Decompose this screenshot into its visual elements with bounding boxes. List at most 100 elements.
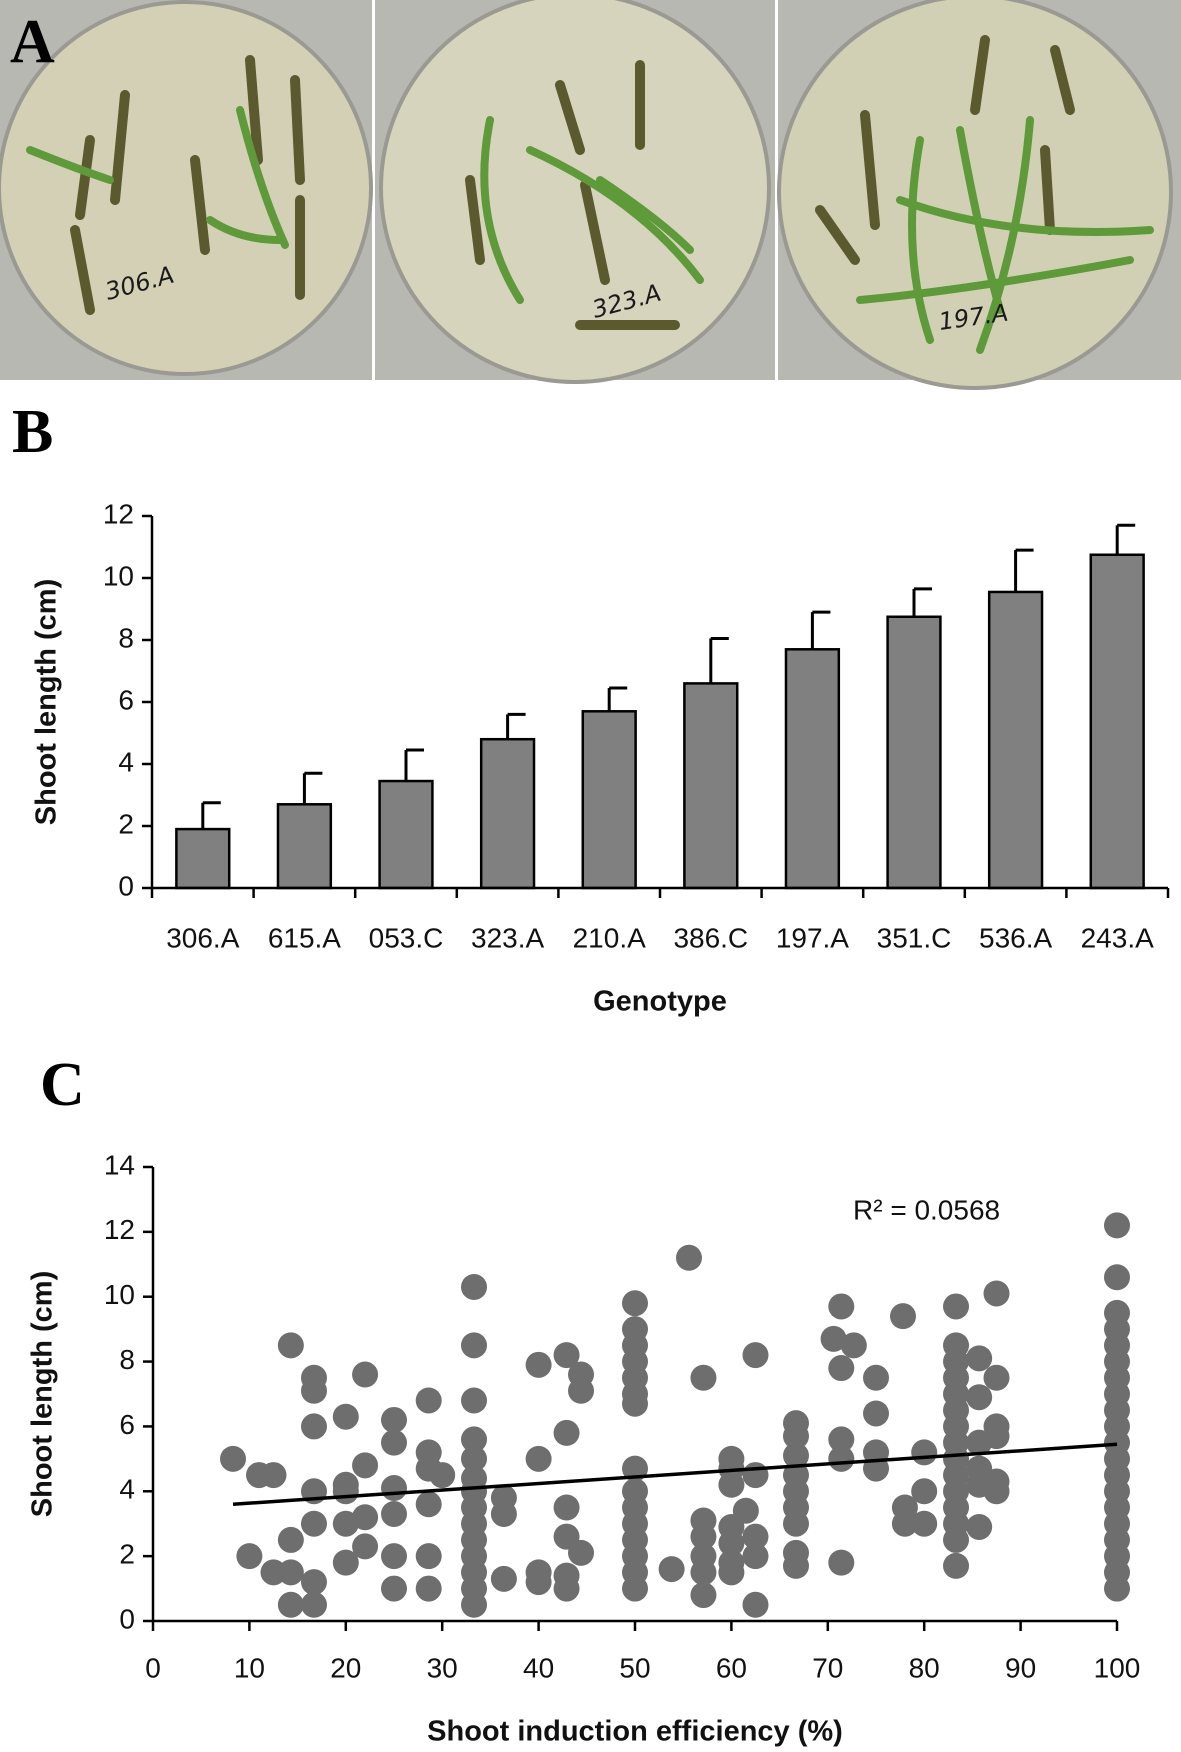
x-tick-label: 100 — [1094, 1652, 1141, 1683]
point — [1104, 1264, 1130, 1291]
point — [911, 1478, 938, 1505]
point — [675, 1244, 702, 1271]
point — [415, 1491, 442, 1518]
point — [352, 1533, 379, 1560]
point — [381, 1500, 407, 1527]
x-axis-title: Genotype — [593, 986, 727, 1018]
panel-label: A — [10, 8, 55, 76]
point — [415, 1543, 442, 1570]
point — [828, 1293, 855, 1320]
bar — [1089, 553, 1145, 890]
point — [332, 1403, 359, 1430]
x-tick-label: 10 — [234, 1652, 265, 1683]
y-tick-label: 10 — [104, 1279, 135, 1310]
point — [690, 1559, 717, 1586]
point — [966, 1513, 993, 1540]
point — [742, 1591, 769, 1618]
point — [983, 1364, 1010, 1391]
x-tick-label: 386.C — [673, 922, 748, 953]
point — [429, 1462, 456, 1489]
x-tick-label: 210.A — [573, 922, 646, 953]
x-tick-label: 30 — [427, 1652, 458, 1683]
point — [863, 1400, 889, 1427]
point — [553, 1494, 580, 1521]
point — [718, 1471, 745, 1498]
point — [943, 1526, 970, 1553]
point — [943, 1552, 970, 1579]
photo-panel: 306.A 323.A 197.A A — [0, 0, 1181, 390]
point — [332, 1478, 359, 1505]
point — [911, 1510, 938, 1537]
bar — [683, 682, 739, 890]
x-tick-label: 80 — [909, 1652, 940, 1683]
point — [782, 1442, 809, 1469]
x-tick-label: 323.A — [471, 922, 544, 953]
x-tick-label: 20 — [330, 1652, 361, 1683]
y-tick-label: 12 — [103, 498, 134, 529]
y-tick-label: 12 — [104, 1214, 135, 1245]
point — [742, 1342, 769, 1369]
point — [622, 1290, 648, 1317]
point — [568, 1539, 595, 1566]
point — [220, 1445, 247, 1472]
x-tick-label: 40 — [523, 1652, 554, 1683]
point — [718, 1559, 745, 1586]
bar — [886, 615, 942, 890]
y-tick-label: 2 — [119, 1539, 135, 1570]
y-tick-label: 8 — [119, 1344, 135, 1375]
y-tick-label: 14 — [104, 1149, 135, 1180]
point — [983, 1478, 1010, 1505]
point — [840, 1332, 867, 1359]
point — [828, 1426, 855, 1453]
trendline — [232, 1442, 1118, 1507]
point — [381, 1575, 407, 1602]
point — [966, 1345, 993, 1372]
y-axis-title: Shoot length (cm) — [31, 579, 63, 825]
point — [622, 1575, 648, 1602]
bar — [581, 710, 637, 890]
y-tick-label: 6 — [119, 1409, 135, 1440]
leaves — [26, 106, 1154, 354]
x-axis-title: Shoot induction efficiency (%) — [427, 1716, 843, 1748]
point — [553, 1342, 580, 1369]
point — [381, 1406, 407, 1433]
point — [891, 1510, 918, 1537]
point — [461, 1332, 488, 1359]
point — [352, 1452, 379, 1479]
y-tick-label: 2 — [118, 808, 134, 839]
point — [461, 1426, 488, 1453]
point — [490, 1500, 517, 1527]
point — [983, 1423, 1010, 1450]
petri-dish — [0, 0, 373, 376]
x-tick-label: 351.C — [877, 922, 952, 953]
y-tick-label: 6 — [118, 684, 134, 715]
bar — [987, 590, 1044, 890]
point — [277, 1526, 304, 1553]
y-tick-label: 4 — [119, 1474, 135, 1505]
point — [300, 1413, 327, 1440]
x-tick-label: 615.A — [268, 922, 341, 953]
x-tick-label: 70 — [812, 1652, 843, 1683]
point — [943, 1293, 970, 1320]
point — [332, 1549, 359, 1576]
point — [568, 1377, 595, 1404]
y-tick-label: 0 — [119, 1603, 135, 1634]
point — [352, 1504, 379, 1531]
point — [911, 1439, 938, 1466]
point — [742, 1462, 769, 1489]
x-tick-label: 306.A — [166, 922, 239, 953]
y-tick-label: 4 — [118, 746, 134, 777]
point — [690, 1523, 717, 1550]
point — [381, 1475, 407, 1502]
point — [461, 1445, 488, 1472]
point — [1104, 1575, 1130, 1602]
point — [966, 1384, 993, 1411]
point — [983, 1280, 1010, 1307]
point — [277, 1591, 304, 1618]
point — [300, 1377, 327, 1404]
point — [658, 1556, 685, 1583]
point — [718, 1530, 745, 1557]
point — [782, 1552, 809, 1579]
x-tick-label: 90 — [1005, 1652, 1036, 1683]
point — [828, 1549, 855, 1576]
